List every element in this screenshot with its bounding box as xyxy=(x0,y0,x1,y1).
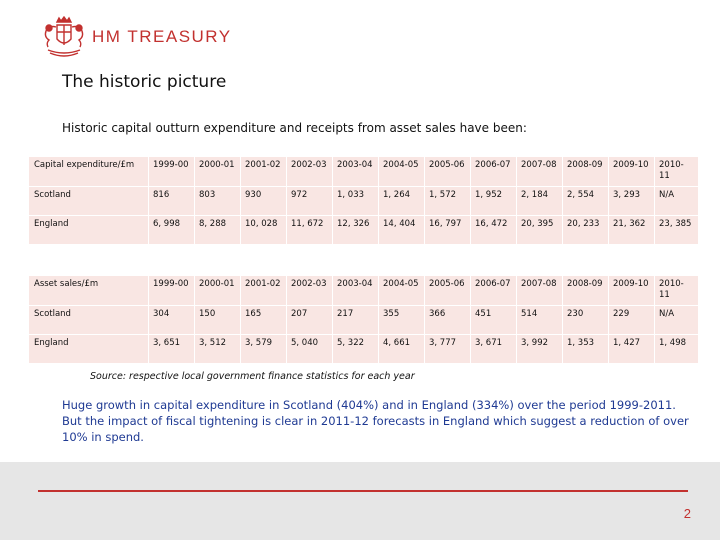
table-cell: 3, 512 xyxy=(194,334,241,364)
table-cell: 3, 777 xyxy=(424,334,471,364)
table-cell: 8, 288 xyxy=(194,215,241,245)
year-header: 2007-08 xyxy=(516,275,563,306)
table-cell: 1, 353 xyxy=(562,334,609,364)
table-cell: N/A xyxy=(654,186,699,216)
capital-expenditure-table: Capital expenditure/£m 1999-00 2000-01 2… xyxy=(28,156,699,245)
table-cell: 217 xyxy=(332,305,379,335)
table-cell: 2, 184 xyxy=(516,186,563,216)
row-label: Scotland xyxy=(28,305,149,335)
year-header: 1999-00 xyxy=(148,156,195,187)
table-row: England 3, 651 3, 512 3, 579 5, 040 5, 3… xyxy=(28,334,699,364)
footer: 2 xyxy=(0,462,720,540)
hm-treasury-logo: HM TREASURY xyxy=(40,16,240,60)
table-cell: 1, 427 xyxy=(608,334,655,364)
year-header: 2006-07 xyxy=(470,275,517,306)
table-header-row: Asset sales/£m 1999-00 2000-01 2001-02 2… xyxy=(28,275,699,306)
year-header: 2001-02 xyxy=(240,275,287,306)
source-note: Source: respective local government fina… xyxy=(90,371,415,382)
year-header: 2003-04 xyxy=(332,275,379,306)
table-cell: 14, 404 xyxy=(378,215,425,245)
slide-intro: Historic capital outturn expenditure and… xyxy=(62,121,527,135)
year-header: 2005-06 xyxy=(424,156,471,187)
year-header: 2000-01 xyxy=(194,275,241,306)
table-header-row: Capital expenditure/£m 1999-00 2000-01 2… xyxy=(28,156,699,187)
year-header: 2010-11 xyxy=(654,275,699,306)
table-cell: 20, 233 xyxy=(562,215,609,245)
table-cell: 366 xyxy=(424,305,471,335)
table-cell: 972 xyxy=(286,186,333,216)
year-header: 2009-10 xyxy=(608,156,655,187)
table-cell: 451 xyxy=(470,305,517,335)
table-cell: 3, 992 xyxy=(516,334,563,364)
table-cell: 816 xyxy=(148,186,195,216)
table-cell: 1, 033 xyxy=(332,186,379,216)
table-cell: 1, 572 xyxy=(424,186,471,216)
table-cell: 20, 395 xyxy=(516,215,563,245)
table-cell: 6, 998 xyxy=(148,215,195,245)
table-cell: 3, 293 xyxy=(608,186,655,216)
year-header: 2005-06 xyxy=(424,275,471,306)
year-header: 2007-08 xyxy=(516,156,563,187)
table-cell: 2, 554 xyxy=(562,186,609,216)
table-cell: 3, 671 xyxy=(470,334,517,364)
year-header: 2008-09 xyxy=(562,275,609,306)
table-cell: 930 xyxy=(240,186,287,216)
table-cell: 1, 952 xyxy=(470,186,517,216)
year-header: 2004-05 xyxy=(378,275,425,306)
year-header: 2008-09 xyxy=(562,156,609,187)
table-cell: 229 xyxy=(608,305,655,335)
year-header: 1999-00 xyxy=(148,275,195,306)
row-label: Scotland xyxy=(28,186,149,216)
table-cell: 10, 028 xyxy=(240,215,287,245)
table-cell: 3, 651 xyxy=(148,334,195,364)
table-row: England 6, 998 8, 288 10, 028 11, 672 12… xyxy=(28,215,699,245)
summary-text: Huge growth in capital expenditure in Sc… xyxy=(62,398,689,444)
table-cell: 150 xyxy=(194,305,241,335)
row-label: England xyxy=(28,334,149,364)
table-cell: 355 xyxy=(378,305,425,335)
slide-title: The historic picture xyxy=(62,72,227,92)
year-header: 2003-04 xyxy=(332,156,379,187)
table-cell: 803 xyxy=(194,186,241,216)
table-cell: 1, 498 xyxy=(654,334,699,364)
row-label: Asset sales/£m xyxy=(28,275,149,306)
asset-sales-table: Asset sales/£m 1999-00 2000-01 2001-02 2… xyxy=(28,275,699,364)
row-label: England xyxy=(28,215,149,245)
table-cell: 514 xyxy=(516,305,563,335)
table-cell: 1, 264 xyxy=(378,186,425,216)
table-cell: 3, 579 xyxy=(240,334,287,364)
table-cell: 16, 797 xyxy=(424,215,471,245)
table-cell: 207 xyxy=(286,305,333,335)
year-header: 2006-07 xyxy=(470,156,517,187)
table-cell: 23, 385 xyxy=(654,215,699,245)
year-header: 2010-11 xyxy=(654,156,699,187)
table-cell: 21, 362 xyxy=(608,215,655,245)
table-cell: N/A xyxy=(654,305,699,335)
table-cell: 11, 672 xyxy=(286,215,333,245)
year-header: 2001-02 xyxy=(240,156,287,187)
table-row: Scotland 816 803 930 972 1, 033 1, 264 1… xyxy=(28,186,699,216)
year-header: 2000-01 xyxy=(194,156,241,187)
table-cell: 165 xyxy=(240,305,287,335)
table-row: Scotland 304 150 165 207 217 355 366 451… xyxy=(28,305,699,335)
table-cell: 16, 472 xyxy=(470,215,517,245)
table-cell: 12, 326 xyxy=(332,215,379,245)
table-cell: 4, 661 xyxy=(378,334,425,364)
year-header: 2002-03 xyxy=(286,275,333,306)
row-label: Capital expenditure/£m xyxy=(28,156,149,187)
year-header: 2009-10 xyxy=(608,275,655,306)
footer-divider xyxy=(38,490,688,492)
table-cell: 5, 322 xyxy=(332,334,379,364)
table-cell: 5, 040 xyxy=(286,334,333,364)
brand-name: HM TREASURY xyxy=(92,27,232,46)
year-header: 2002-03 xyxy=(286,156,333,187)
year-header: 2004-05 xyxy=(378,156,425,187)
table-cell: 304 xyxy=(148,305,195,335)
royal-crest-icon xyxy=(44,16,84,57)
page-number: 2 xyxy=(683,506,691,521)
table-cell: 230 xyxy=(562,305,609,335)
